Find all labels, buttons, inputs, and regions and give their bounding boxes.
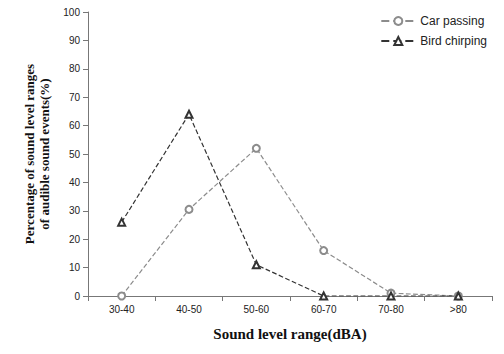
svg-text:of audible sound events(%): of audible sound events(%) [37, 78, 52, 229]
svg-text:Car passing: Car passing [420, 14, 484, 28]
svg-text:90: 90 [69, 35, 81, 46]
svg-text:70-80: 70-80 [378, 304, 404, 315]
svg-text:10: 10 [69, 262, 81, 273]
svg-text:>80: >80 [450, 304, 467, 315]
svg-text:Sound level range(dBA): Sound level range(dBA) [213, 326, 366, 343]
svg-text:60-70: 60-70 [311, 304, 337, 315]
svg-text:20: 20 [69, 234, 81, 245]
svg-text:100: 100 [63, 7, 80, 18]
svg-text:40: 40 [69, 177, 81, 188]
svg-text:80: 80 [69, 63, 81, 74]
svg-text:30: 30 [69, 205, 81, 216]
svg-text:50: 50 [69, 149, 81, 160]
svg-text:Bird chirping: Bird chirping [420, 34, 487, 48]
svg-text:60: 60 [69, 120, 81, 131]
svg-text:50-60: 50-60 [244, 304, 270, 315]
svg-text:40-50: 40-50 [176, 304, 202, 315]
svg-text:Percentage of sound level rang: Percentage of sound level ranges [22, 64, 37, 244]
svg-text:70: 70 [69, 92, 81, 103]
svg-text:30-40: 30-40 [109, 304, 135, 315]
svg-text:0: 0 [74, 291, 80, 302]
